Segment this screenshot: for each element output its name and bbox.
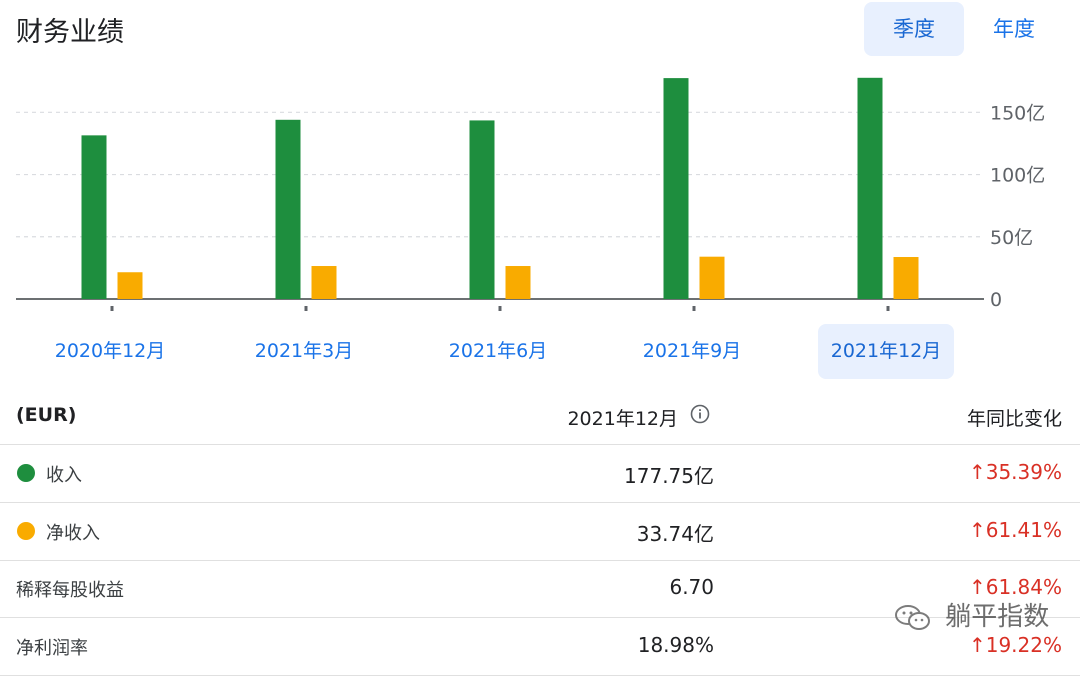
row-yoy-change: ↑61.41% (968, 517, 1062, 542)
yoy-change-header: 年同比变化 (966, 408, 1062, 430)
legend-dot (17, 521, 35, 540)
row-label: 净收入 (46, 522, 100, 544)
row-label: 净利润率 (16, 637, 88, 659)
y-tick-label: 0 (990, 289, 1002, 311)
row-value: 33.74亿 (636, 521, 714, 546)
period-header: 2021年12月 (567, 408, 678, 430)
currency-header: (EUR) (16, 404, 77, 426)
y-tick-label: 100亿 (990, 165, 1045, 187)
x-category-label[interactable]: 2020年12月 (54, 340, 166, 362)
bar-revenue[interactable] (81, 135, 107, 299)
row-label: 稀释每股收益 (16, 580, 124, 601)
bar-net_income[interactable] (893, 257, 919, 299)
row-yoy-change: ↑19.22% (968, 632, 1062, 657)
bar-revenue[interactable] (469, 120, 495, 299)
x-tick-mark (304, 306, 308, 311)
tab-annual[interactable]: 年度 (993, 17, 1035, 41)
bar-revenue[interactable] (857, 77, 883, 299)
bar-net_income[interactable] (699, 256, 725, 299)
table-row: 净利润率 18.98% ↑19.22% (0, 618, 1080, 676)
page-title: 财务业绩 (16, 17, 124, 48)
x-tick-mark (692, 306, 696, 311)
info-icon[interactable] (690, 404, 710, 424)
row-yoy-change: ↑61.84% (968, 575, 1062, 599)
x-tick-mark (498, 306, 502, 311)
row-yoy-change: ↑35.39% (968, 460, 1062, 484)
table-row: 收入 177.75亿 ↑35.39% (0, 445, 1080, 503)
table-header: (EUR) 2021年12月 年同比变化 (0, 390, 1080, 445)
bar-net_income[interactable] (505, 266, 531, 299)
bar-revenue[interactable] (275, 119, 301, 299)
row-value: 18.98% (637, 632, 714, 657)
watermark-text: 躺平指数 (945, 602, 1050, 632)
bar-revenue[interactable] (663, 78, 689, 299)
x-category-label[interactable]: 2021年9月 (642, 340, 742, 362)
financial-bar-chart: 0 50亿 100亿 150亿 (16, 77, 1045, 311)
table-row: 稀释每股收益 6.70 ↑61.84% (0, 560, 1080, 618)
table-row: 净收入 33.74亿 ↑61.41% (0, 503, 1080, 561)
x-category-label[interactable]: 2021年12月 (818, 324, 954, 379)
wechat-icon (895, 604, 930, 630)
row-value: 6.70 (669, 575, 714, 599)
row-value: 177.75亿 (624, 464, 714, 488)
y-tick-label: 150亿 (990, 102, 1045, 124)
x-tick-mark (886, 306, 890, 311)
bar-net_income[interactable] (117, 272, 143, 299)
bar-net_income[interactable] (311, 266, 337, 299)
legend-dot (17, 464, 35, 482)
tab-quarterly[interactable]: 季度 (864, 2, 964, 56)
x-category-label[interactable]: 2021年3月 (254, 340, 354, 362)
y-tick-label: 50亿 (990, 227, 1033, 249)
x-tick-mark (110, 306, 114, 311)
watermark: 躺平指数 (893, 596, 1049, 633)
row-label: 收入 (46, 465, 82, 486)
x-category-label[interactable]: 2021年6月 (448, 340, 548, 362)
